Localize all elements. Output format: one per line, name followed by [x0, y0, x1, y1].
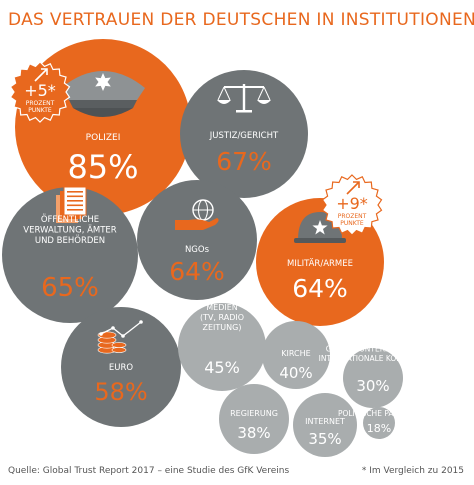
- bubble-value: 18%: [367, 422, 391, 435]
- bubble-label: (TV, RADIO: [200, 313, 244, 322]
- bubble-euro: EURO 58%: [61, 307, 181, 427]
- footnote: * Im Vergleich zu 2015: [361, 466, 464, 476]
- badge-unit: PUNKTE: [340, 220, 364, 227]
- chart-title: DAS VERTRAUEN DER DEUTSCHEN IN INSTITUTI…: [8, 10, 474, 30]
- bubble-value: 64%: [169, 257, 225, 286]
- bubble-circle: [180, 70, 308, 198]
- bubble-ngos: NGOs 64%: [137, 180, 257, 300]
- badge-unit: PROZENT: [26, 100, 55, 107]
- bubble-label: VERWALTUNG, ÄMTER: [23, 225, 117, 236]
- bubble-circle: [293, 393, 357, 457]
- badge-change: +9*: [336, 194, 368, 213]
- badge-unit: PUNKTE: [28, 107, 52, 114]
- bubble-value: 67%: [216, 147, 272, 176]
- bubble-circle: [2, 187, 138, 323]
- bubble-value: 64%: [292, 274, 348, 303]
- bubble-kirche: KIRCHE 40%: [262, 321, 330, 389]
- bubble-circle: [219, 384, 289, 454]
- bubble-circle: [137, 180, 257, 300]
- bubble-label: KIRCHE: [281, 349, 310, 358]
- bubble-regierung: REGIERUNG 38%: [219, 384, 289, 454]
- bubble-circle: [262, 321, 330, 389]
- coins-chart-icon: [97, 320, 143, 354]
- badge-starburst: [321, 174, 383, 236]
- bubble-label: POLITISCHE PARTEIEN: [338, 409, 420, 418]
- bubble-label: POLIZEI: [86, 133, 121, 143]
- arrow-up-right-icon: [34, 68, 48, 82]
- bubble-value: 35%: [308, 430, 341, 448]
- badge-unit: PROZENT: [338, 213, 367, 220]
- bubble-parteien: POLITISCHE PARTEIEN 18%: [338, 407, 420, 439]
- bubble-label: REGIERUNG: [230, 409, 278, 418]
- bubble-value: 38%: [237, 424, 270, 442]
- scales-icon: [217, 84, 271, 113]
- bubble-label: INTERNATIONALE KONZERNE: [319, 354, 428, 363]
- bubble-label: JUSTIZ/GERICHT: [209, 131, 279, 141]
- bubble-circle: [178, 303, 266, 391]
- documents-icon: [56, 186, 87, 223]
- bubble-circle: [343, 348, 403, 408]
- bubble-label: ÖFFENTLICHE: [41, 214, 99, 225]
- bubble-justiz: JUSTIZ/GERICHT 67%: [180, 70, 308, 198]
- bubble-value: 30%: [356, 377, 389, 395]
- bubble-label: EURO: [109, 363, 133, 373]
- bubble-value: 40%: [279, 364, 312, 382]
- hand-globe-icon: [175, 199, 219, 230]
- bubble-label: GROSSE UNTERNEHMEN/: [326, 345, 421, 354]
- bubble-konzerne: GROSSE UNTERNEHMEN/INTERNATIONALE KONZER…: [319, 345, 428, 408]
- bubble-label: NGOs: [185, 245, 210, 255]
- bubble-label: MEDIEN: [206, 303, 238, 312]
- arrow-up-right-icon: [346, 181, 360, 195]
- badge-change: +5*: [24, 81, 56, 100]
- bubble-value: 58%: [94, 378, 147, 406]
- bubble-label: UND BEHÖRDEN: [35, 235, 105, 246]
- bubble-value: 65%: [41, 273, 99, 303]
- bubble-circle: [363, 407, 395, 439]
- source-note: Quelle: Global Trust Report 2017 – eine …: [8, 466, 290, 476]
- bubble-label: ZEITUNG): [203, 323, 242, 332]
- bubble-label: MILITÄR/ARMEE: [287, 258, 353, 269]
- bubble-value: 85%: [67, 148, 138, 186]
- bubble-internet: INTERNET 35%: [293, 393, 357, 457]
- badge-starburst: [9, 61, 71, 123]
- bubble-circle: [61, 307, 181, 427]
- bubble-value: 45%: [204, 358, 240, 377]
- bubble-label: INTERNET: [305, 417, 345, 426]
- police-cap-icon: [61, 71, 145, 117]
